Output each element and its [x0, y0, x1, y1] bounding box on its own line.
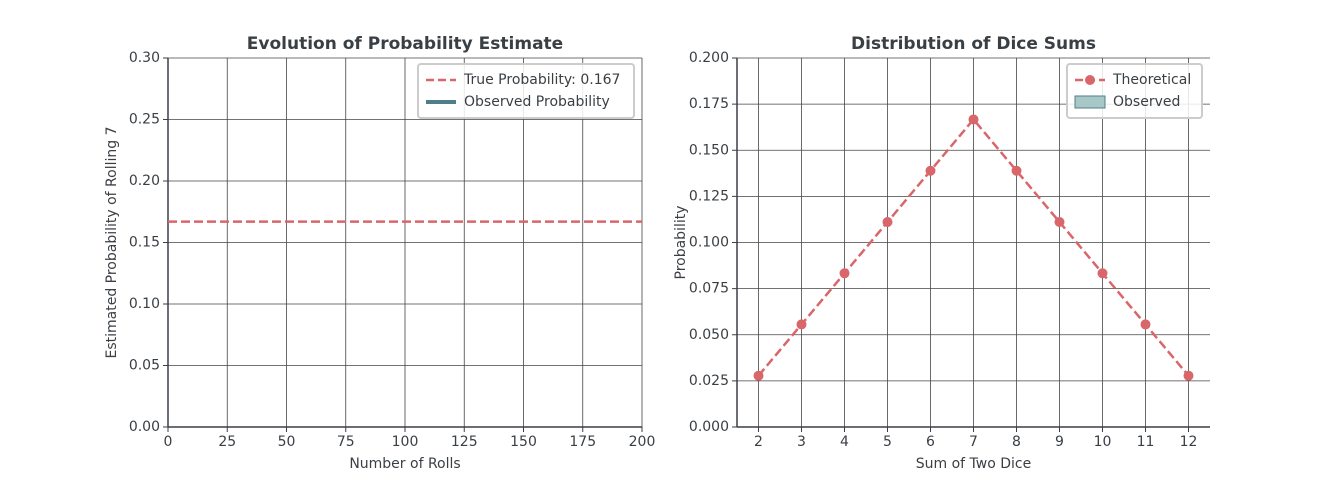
- x-tick-label: 9: [1055, 434, 1064, 450]
- x-axis-label: Number of Rolls: [349, 456, 460, 472]
- y-tick-label: 0.00: [129, 419, 160, 435]
- legend-swatch: [1074, 95, 1106, 109]
- x-tick-label: 125: [451, 434, 478, 450]
- y-tick-label: 0.125: [689, 188, 729, 204]
- x-tick-label: 100: [392, 434, 419, 450]
- x-tick-label: 12: [1180, 434, 1198, 450]
- x-tick-label: 5: [883, 434, 892, 450]
- series-line: [757, 117, 1190, 377]
- x-tick-label: 0: [164, 434, 173, 450]
- y-tick-label: 0.025: [689, 373, 729, 389]
- x-tick-label: 8: [1012, 434, 1021, 450]
- point: [968, 114, 979, 125]
- y-tick-label: 0.25: [129, 112, 160, 128]
- x-tick-label: 4: [840, 434, 849, 450]
- y-tick-label: 0.150: [689, 142, 729, 158]
- x-tick-label: 200: [629, 434, 656, 450]
- y-tick-label: 0.200: [689, 50, 729, 66]
- x-tick-label: 10: [1094, 434, 1112, 450]
- x-tick-label: 50: [278, 434, 296, 450]
- x-tick-label: 175: [569, 434, 596, 450]
- point: [796, 319, 807, 330]
- x-tick-label: 6: [926, 434, 935, 450]
- point: [1183, 370, 1194, 381]
- y-tick-label: 0.20: [129, 173, 160, 189]
- y-tick-label: 0.175: [689, 96, 729, 112]
- point: [753, 370, 764, 381]
- x-tick-label: 11: [1137, 434, 1155, 450]
- x-tick-label: 3: [797, 434, 806, 450]
- y-tick-label: 0.15: [129, 235, 160, 251]
- y-tick-label: 0.050: [689, 327, 729, 343]
- legend-label: Observed: [1113, 94, 1180, 110]
- y-axis-label: Estimated Probability of Rolling 7: [104, 126, 120, 358]
- y-tick-label: 0.100: [689, 235, 729, 251]
- subplot: Distribution of Dice Sums Sum of Two Dice…: [673, 34, 1210, 472]
- y-tick-label: 0.000: [689, 419, 729, 435]
- x-tick-label: 150: [510, 434, 537, 450]
- point: [925, 165, 936, 176]
- legend-label: Theoretical: [1112, 72, 1191, 88]
- legend-label: True Probability: 0.167: [463, 72, 620, 88]
- x-axis-label: Sum of Two Dice: [916, 456, 1031, 472]
- point: [1011, 165, 1022, 176]
- x-tick-label: 7: [969, 434, 978, 450]
- legend-box: [417, 63, 635, 119]
- chart-title: Distribution of Dice Sums: [851, 34, 1096, 54]
- legend-label: Observed Probability: [464, 94, 610, 110]
- point: [1097, 268, 1108, 279]
- chart-title: Evolution of Probability Estimate: [247, 34, 563, 54]
- subplot: Evolution of Probability Estimate Number …: [104, 34, 655, 472]
- point: [882, 217, 893, 228]
- point: [1140, 319, 1151, 330]
- y-tick-label: 0.30: [129, 50, 160, 66]
- y-tick-label: 0.05: [129, 358, 160, 374]
- legend-marker: [1085, 75, 1095, 85]
- y-tick-label: 0.075: [689, 281, 729, 297]
- x-tick-label: 75: [337, 434, 355, 450]
- x-tick-label: 25: [218, 434, 236, 450]
- point: [1054, 217, 1065, 228]
- point: [839, 268, 850, 279]
- x-tick-label: 2: [754, 434, 763, 450]
- y-tick-label: 0.10: [129, 296, 160, 312]
- y-axis-label: Probability: [673, 205, 689, 279]
